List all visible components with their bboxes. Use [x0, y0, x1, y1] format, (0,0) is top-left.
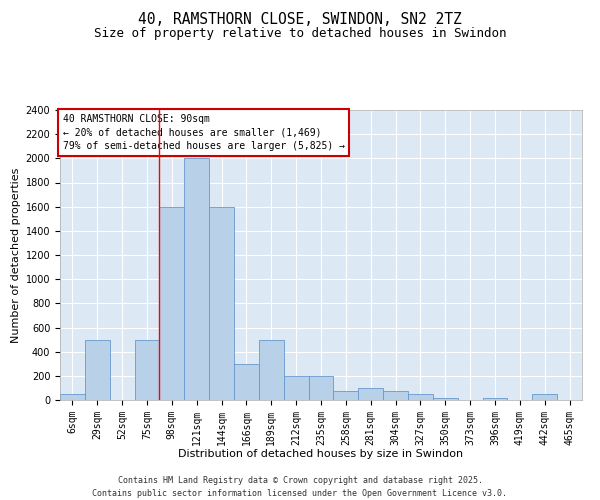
Bar — [60, 394, 85, 400]
Bar — [160, 206, 184, 400]
Bar — [184, 158, 209, 400]
Bar — [408, 394, 433, 400]
Bar — [358, 388, 383, 400]
X-axis label: Distribution of detached houses by size in Swindon: Distribution of detached houses by size … — [178, 449, 464, 459]
Bar — [234, 364, 259, 400]
Bar — [308, 376, 334, 400]
Bar — [334, 391, 358, 400]
Bar — [259, 340, 284, 400]
Bar — [284, 376, 308, 400]
Text: 40, RAMSTHORN CLOSE, SWINDON, SN2 2TZ: 40, RAMSTHORN CLOSE, SWINDON, SN2 2TZ — [138, 12, 462, 28]
Bar — [209, 206, 234, 400]
Bar — [433, 398, 458, 400]
Text: 40 RAMSTHORN CLOSE: 90sqm
← 20% of detached houses are smaller (1,469)
79% of se: 40 RAMSTHORN CLOSE: 90sqm ← 20% of detac… — [62, 114, 344, 151]
Bar — [482, 398, 508, 400]
Text: Size of property relative to detached houses in Swindon: Size of property relative to detached ho… — [94, 28, 506, 40]
Bar — [85, 340, 110, 400]
Bar — [134, 340, 160, 400]
Bar — [383, 391, 408, 400]
Bar — [532, 394, 557, 400]
Y-axis label: Number of detached properties: Number of detached properties — [11, 168, 22, 342]
Text: Contains HM Land Registry data © Crown copyright and database right 2025.
Contai: Contains HM Land Registry data © Crown c… — [92, 476, 508, 498]
